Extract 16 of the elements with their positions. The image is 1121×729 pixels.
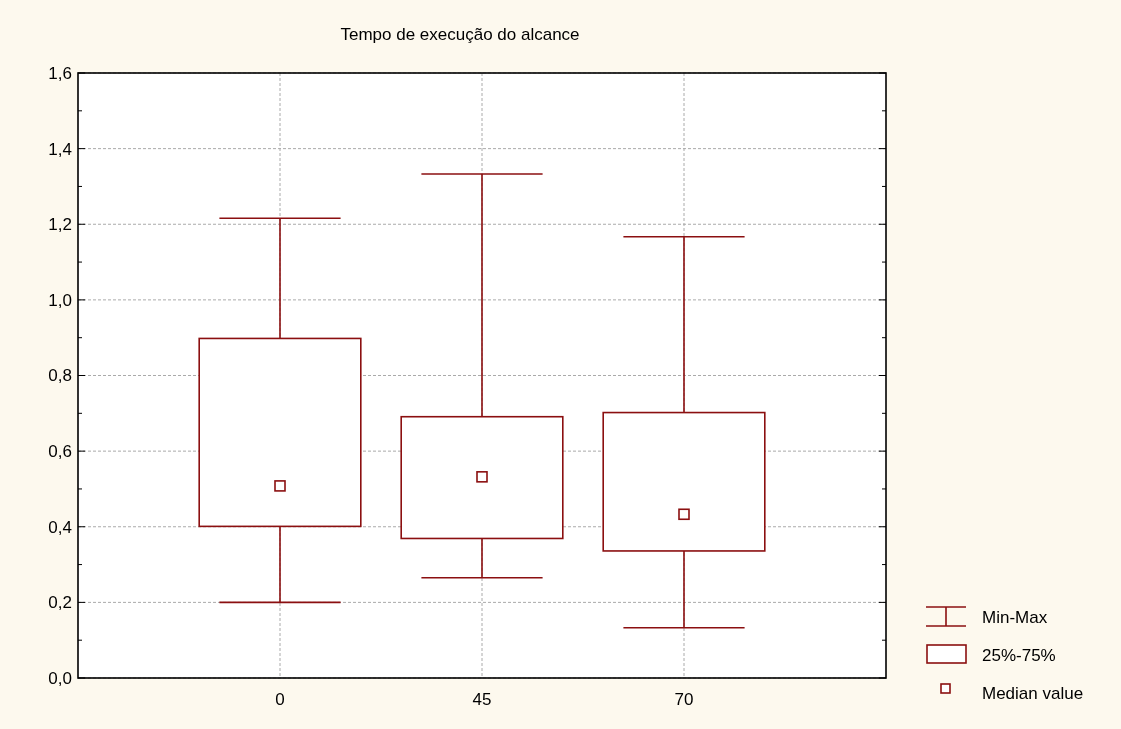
x-tick-label: 70 bbox=[674, 690, 694, 709]
x-tick-label: 0 bbox=[275, 690, 285, 709]
y-tick-label: 1,2 bbox=[48, 215, 72, 235]
y-tick-label: 0,0 bbox=[48, 668, 72, 688]
y-tick-label: 1,6 bbox=[48, 63, 72, 83]
y-tick-label: 0,4 bbox=[48, 517, 72, 537]
y-tick-label: 1,0 bbox=[48, 290, 72, 310]
text: Median value bbox=[982, 683, 1084, 703]
y-tick-label: 0,8 bbox=[48, 366, 72, 386]
chart-title: Tempo de execução do alcance bbox=[340, 25, 580, 44]
y-tick-label: 0,6 bbox=[48, 442, 72, 462]
text: 25%-75% bbox=[982, 645, 1056, 665]
y-tick-label: 1,4 bbox=[48, 139, 72, 159]
text: Min-Max bbox=[982, 607, 1048, 627]
y-tick-label: 0,2 bbox=[48, 593, 72, 613]
x-tick-label: 45 bbox=[472, 690, 492, 709]
